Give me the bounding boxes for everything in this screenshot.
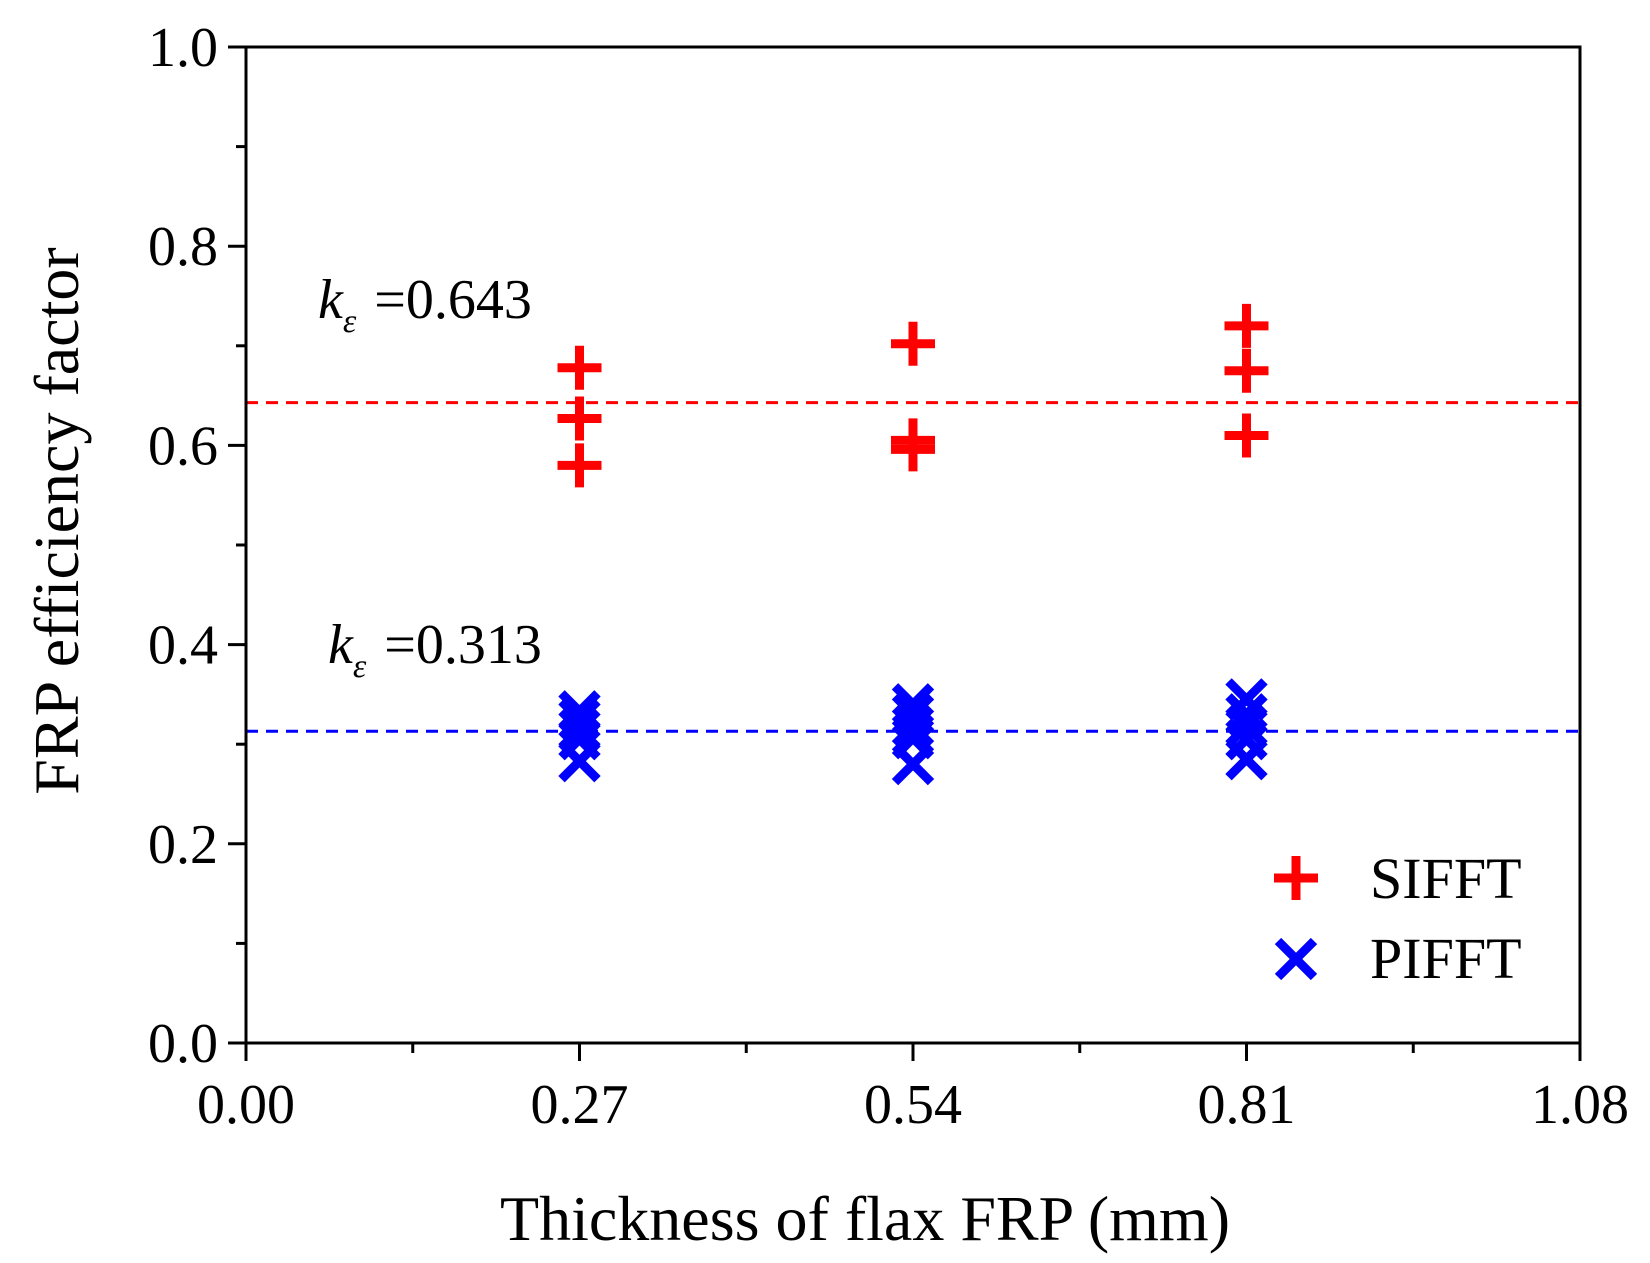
legend: SIFFT PIFFT <box>1274 846 1522 991</box>
data-point-pifft <box>1229 741 1265 777</box>
legend-plus-glyph <box>1274 856 1318 900</box>
legend-label-pifft: PIFFT <box>1370 926 1522 991</box>
x-tick-label: 0.00 <box>197 1074 295 1136</box>
data-markers <box>558 304 1269 782</box>
y-tick-label: 1.0 <box>148 17 218 79</box>
legend-label-sifft: SIFFT <box>1370 846 1522 911</box>
annotation-symbol: k <box>318 269 344 331</box>
annotation-symbol: k <box>328 614 354 676</box>
data-point-sifft <box>558 443 602 487</box>
annotation-pifft-mean: kε =0.313 <box>328 614 542 685</box>
x-axis-title: Thickness of flax FRP (mm) <box>500 1183 1230 1254</box>
y-tick-label: 0.8 <box>148 216 218 278</box>
annotation-subscript: ε <box>353 648 367 685</box>
annotation-value: =0.313 <box>384 614 542 676</box>
chart-canvas: 0.00 0.27 0.54 0.81 1.08 0.0 0.2 0.4 0.6… <box>0 0 1650 1263</box>
x-tick-label: 0.81 <box>1198 1074 1296 1136</box>
data-point-sifft <box>891 322 935 366</box>
data-point-pifft <box>562 743 598 779</box>
annotation-sifft-mean: kε =0.643 <box>318 269 532 340</box>
data-point-sifft <box>891 427 935 471</box>
y-tick-label: 0.4 <box>148 615 218 677</box>
legend-marker-sifft <box>1274 856 1318 900</box>
y-tick-label: 0.2 <box>148 814 218 876</box>
y-axis-title: FRP efficiency factor <box>21 247 92 794</box>
data-point-sifft <box>1225 304 1269 348</box>
x-tick-label: 0.54 <box>864 1074 962 1136</box>
data-point-sifft <box>1225 349 1269 393</box>
annotation-value: =0.643 <box>374 269 532 331</box>
y-tick-labels: 0.0 0.2 0.4 0.6 0.8 1.0 <box>148 17 218 1075</box>
legend-cross-glyph <box>1278 941 1314 977</box>
y-tick-label: 0.6 <box>148 415 218 477</box>
annotation-subscript: ε <box>343 303 357 340</box>
y-tick-label: 0.0 <box>148 1013 218 1075</box>
data-point-sifft <box>558 346 602 390</box>
data-point-pifft <box>895 746 931 782</box>
x-tick-label: 0.27 <box>531 1074 629 1136</box>
legend-marker-pifft <box>1278 941 1314 977</box>
x-tick-labels: 0.00 0.27 0.54 0.81 1.08 <box>197 1074 1629 1136</box>
x-tick-label: 1.08 <box>1531 1074 1629 1136</box>
data-point-sifft <box>1225 413 1269 457</box>
